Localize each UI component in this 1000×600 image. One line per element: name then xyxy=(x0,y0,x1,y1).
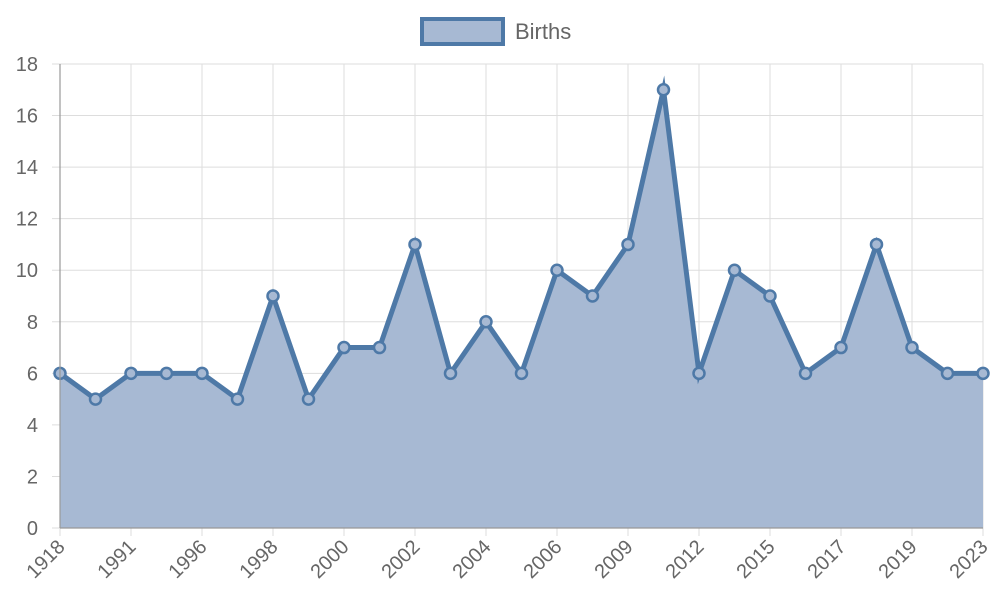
legend-label-births[interactable]: Births xyxy=(515,19,571,44)
x-tick-label-1991: 1991 xyxy=(94,536,141,583)
data-point-22[interactable] xyxy=(834,340,848,355)
x-tick-label-2009: 2009 xyxy=(591,536,638,583)
data-point-13[interactable] xyxy=(514,366,529,381)
data-point-20[interactable] xyxy=(763,289,777,303)
y-tick-label-12: 12 xyxy=(16,209,38,231)
y-tick-label-4: 4 xyxy=(27,415,38,437)
x-tick-label-2019: 2019 xyxy=(875,536,922,583)
y-tick-label-14: 14 xyxy=(16,157,38,179)
series-area-layer xyxy=(58,75,983,529)
data-point-21[interactable] xyxy=(798,366,813,381)
data-point-4[interactable] xyxy=(195,366,209,381)
y-axis: 0 2 4 6 8 10 12 14 16 18 xyxy=(16,54,61,540)
data-point-18[interactable] xyxy=(692,366,706,381)
data-point-11[interactable] xyxy=(443,366,458,381)
data-points-layer xyxy=(53,83,990,406)
data-point-7[interactable] xyxy=(301,392,316,406)
data-point-16[interactable] xyxy=(621,237,635,252)
y-tick-label-2: 2 xyxy=(27,466,38,488)
y-tick-label-8: 8 xyxy=(27,312,38,334)
data-point-19[interactable] xyxy=(727,263,742,277)
data-point-25[interactable] xyxy=(940,366,955,381)
y-tick-label-6: 6 xyxy=(27,363,38,385)
x-tick-label-2006: 2006 xyxy=(520,536,567,583)
x-tick-label-2004: 2004 xyxy=(449,536,496,583)
series-area-fill-births xyxy=(60,89,983,529)
x-tick-label-1998: 1998 xyxy=(236,536,283,583)
data-point-9[interactable] xyxy=(372,340,387,355)
x-tick-label-2000: 2000 xyxy=(307,536,354,583)
y-tick-label-10: 10 xyxy=(16,260,38,282)
x-axis: 1918 1991 1996 1998 2000 2002 2004 2006 2009 2012… xyxy=(23,527,993,583)
data-point-17[interactable] xyxy=(656,83,671,97)
data-point-5[interactable] xyxy=(230,392,245,406)
data-point-23[interactable] xyxy=(869,237,884,252)
x-tick-label-1996: 1996 xyxy=(165,536,212,583)
x-tick-label-2017: 2017 xyxy=(804,536,851,583)
data-point-1[interactable] xyxy=(88,392,103,406)
x-tick-label-2002: 2002 xyxy=(378,536,425,583)
data-point-15[interactable] xyxy=(585,289,600,303)
data-point-2[interactable] xyxy=(124,366,138,381)
data-point-6[interactable] xyxy=(266,289,280,303)
legend[interactable]: Births xyxy=(420,17,571,46)
data-point-8[interactable] xyxy=(337,340,351,355)
y-tick-label-18: 18 xyxy=(16,54,38,76)
legend-swatch-births[interactable] xyxy=(420,17,505,46)
data-point-3[interactable] xyxy=(159,366,174,381)
y-tick-label-0: 0 xyxy=(27,518,38,540)
x-tick-label-1918: 1918 xyxy=(23,536,70,583)
data-point-12[interactable] xyxy=(479,315,493,329)
x-tick-label-2015: 2015 xyxy=(733,536,780,583)
x-tick-label-2023: 2023 xyxy=(946,536,993,583)
data-point-24[interactable] xyxy=(905,340,919,355)
x-tick-label-2012: 2012 xyxy=(662,536,709,583)
y-tick-label-16: 16 xyxy=(16,106,38,128)
data-point-26[interactable] xyxy=(976,366,990,381)
data-point-10[interactable] xyxy=(408,237,422,252)
data-point-14[interactable] xyxy=(550,263,564,277)
